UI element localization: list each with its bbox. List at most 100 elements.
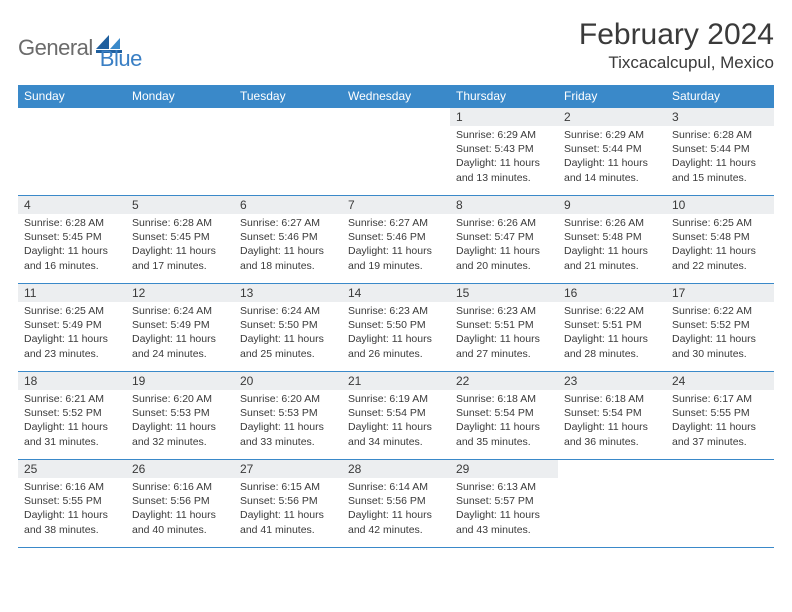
calendar-cell: 28Sunrise: 6:14 AMSunset: 5:56 PMDayligh… [342, 460, 450, 548]
daylight-text: Daylight: 11 hours and 16 minutes. [24, 244, 120, 272]
header: General Blue February 2024 Tixcacalcupul… [18, 18, 774, 73]
day-number: 8 [450, 196, 558, 214]
day-body: Sunrise: 6:15 AMSunset: 5:56 PMDaylight:… [234, 478, 342, 541]
daylight-text: Daylight: 11 hours and 30 minutes. [672, 332, 768, 360]
calendar-cell: 15Sunrise: 6:23 AMSunset: 5:51 PMDayligh… [450, 284, 558, 372]
day-number: 29 [450, 460, 558, 478]
day-body: Sunrise: 6:26 AMSunset: 5:48 PMDaylight:… [558, 214, 666, 277]
day-body: Sunrise: 6:27 AMSunset: 5:46 PMDaylight:… [342, 214, 450, 277]
calendar-cell: 29Sunrise: 6:13 AMSunset: 5:57 PMDayligh… [450, 460, 558, 548]
sunset-text: Sunset: 5:53 PM [132, 406, 228, 420]
day-body: Sunrise: 6:27 AMSunset: 5:46 PMDaylight:… [234, 214, 342, 277]
calendar-cell: 7Sunrise: 6:27 AMSunset: 5:46 PMDaylight… [342, 196, 450, 284]
sunset-text: Sunset: 5:54 PM [564, 406, 660, 420]
sunrise-text: Sunrise: 6:18 AM [456, 392, 552, 406]
sunset-text: Sunset: 5:54 PM [348, 406, 444, 420]
calendar-cell: 17Sunrise: 6:22 AMSunset: 5:52 PMDayligh… [666, 284, 774, 372]
sunrise-text: Sunrise: 6:20 AM [132, 392, 228, 406]
day-body: Sunrise: 6:23 AMSunset: 5:51 PMDaylight:… [450, 302, 558, 365]
day-body [18, 126, 126, 132]
day-number: 7 [342, 196, 450, 214]
day-number: 11 [18, 284, 126, 302]
sunset-text: Sunset: 5:57 PM [456, 494, 552, 508]
sunset-text: Sunset: 5:48 PM [564, 230, 660, 244]
day-body [342, 126, 450, 132]
sunset-text: Sunset: 5:44 PM [564, 142, 660, 156]
day-body: Sunrise: 6:20 AMSunset: 5:53 PMDaylight:… [126, 390, 234, 453]
daylight-text: Daylight: 11 hours and 26 minutes. [348, 332, 444, 360]
sunset-text: Sunset: 5:53 PM [240, 406, 336, 420]
sunset-text: Sunset: 5:50 PM [240, 318, 336, 332]
calendar-page: General Blue February 2024 Tixcacalcupul… [0, 0, 792, 612]
calendar-cell: 18Sunrise: 6:21 AMSunset: 5:52 PMDayligh… [18, 372, 126, 460]
sunrise-text: Sunrise: 6:21 AM [24, 392, 120, 406]
daylight-text: Daylight: 11 hours and 41 minutes. [240, 508, 336, 536]
sunrise-text: Sunrise: 6:18 AM [564, 392, 660, 406]
sunrise-text: Sunrise: 6:13 AM [456, 480, 552, 494]
daylight-text: Daylight: 11 hours and 25 minutes. [240, 332, 336, 360]
sunset-text: Sunset: 5:46 PM [348, 230, 444, 244]
day-body [558, 478, 666, 484]
brand-logo: General Blue [18, 24, 142, 72]
calendar-body: 1Sunrise: 6:29 AMSunset: 5:43 PMDaylight… [18, 108, 774, 548]
day-number: 12 [126, 284, 234, 302]
day-body: Sunrise: 6:22 AMSunset: 5:52 PMDaylight:… [666, 302, 774, 365]
day-body: Sunrise: 6:14 AMSunset: 5:56 PMDaylight:… [342, 478, 450, 541]
daylight-text: Daylight: 11 hours and 33 minutes. [240, 420, 336, 448]
calendar-cell: 6Sunrise: 6:27 AMSunset: 5:46 PMDaylight… [234, 196, 342, 284]
day-number: 13 [234, 284, 342, 302]
sunrise-text: Sunrise: 6:16 AM [24, 480, 120, 494]
calendar-cell: 13Sunrise: 6:24 AMSunset: 5:50 PMDayligh… [234, 284, 342, 372]
calendar-cell: 19Sunrise: 6:20 AMSunset: 5:53 PMDayligh… [126, 372, 234, 460]
day-body: Sunrise: 6:29 AMSunset: 5:44 PMDaylight:… [558, 126, 666, 189]
sunrise-text: Sunrise: 6:28 AM [24, 216, 120, 230]
day-number: 5 [126, 196, 234, 214]
sunrise-text: Sunrise: 6:23 AM [348, 304, 444, 318]
day-number: 16 [558, 284, 666, 302]
day-number: 3 [666, 108, 774, 126]
sunrise-text: Sunrise: 6:24 AM [240, 304, 336, 318]
weekday-header: Wednesday [342, 85, 450, 108]
calendar-cell: 5 Sunrise: 6:28 AMSunset: 5:45 PMDaylight… [126, 196, 234, 284]
weekday-header: Friday [558, 85, 666, 108]
day-number: 18 [18, 372, 126, 390]
daylight-text: Daylight: 11 hours and 37 minutes. [672, 420, 768, 448]
sunrise-text: Sunrise: 6:28 AM [132, 216, 228, 230]
sunset-text: Sunset: 5:52 PM [672, 318, 768, 332]
day-body: Sunrise: 6:16 AMSunset: 5:56 PMDaylight:… [126, 478, 234, 541]
sunset-text: Sunset: 5:49 PM [24, 318, 120, 332]
daylight-text: Daylight: 11 hours and 27 minutes. [456, 332, 552, 360]
sunrise-text: Sunrise: 6:22 AM [564, 304, 660, 318]
day-body [126, 126, 234, 132]
day-number: 25 [18, 460, 126, 478]
daylight-text: Daylight: 11 hours and 32 minutes. [132, 420, 228, 448]
sunrise-text: Sunrise: 6:23 AM [456, 304, 552, 318]
daylight-text: Daylight: 11 hours and 34 minutes. [348, 420, 444, 448]
weekday-header: Tuesday [234, 85, 342, 108]
day-number [126, 108, 234, 126]
day-number: 21 [342, 372, 450, 390]
calendar-head: Sunday Monday Tuesday Wednesday Thursday… [18, 85, 774, 108]
day-number: 6 [234, 196, 342, 214]
day-number: 26 [126, 460, 234, 478]
sunset-text: Sunset: 5:45 PM [132, 230, 228, 244]
calendar-row: 1Sunrise: 6:29 AMSunset: 5:43 PMDaylight… [18, 108, 774, 196]
calendar-cell: 23Sunrise: 6:18 AMSunset: 5:54 PMDayligh… [558, 372, 666, 460]
sunset-text: Sunset: 5:45 PM [24, 230, 120, 244]
sunset-text: Sunset: 5:55 PM [672, 406, 768, 420]
calendar-cell: 10Sunrise: 6:25 AMSunset: 5:48 PMDayligh… [666, 196, 774, 284]
day-body: Sunrise: 6:16 AMSunset: 5:55 PMDaylight:… [18, 478, 126, 541]
sunrise-text: Sunrise: 6:16 AM [132, 480, 228, 494]
day-body: Sunrise: 6:29 AMSunset: 5:43 PMDaylight:… [450, 126, 558, 189]
weekday-header: Monday [126, 85, 234, 108]
day-body: Sunrise: 6:24 AMSunset: 5:50 PMDaylight:… [234, 302, 342, 365]
sunrise-text: Sunrise: 6:29 AM [564, 128, 660, 142]
sunrise-text: Sunrise: 6:19 AM [348, 392, 444, 406]
day-number [666, 460, 774, 478]
day-number: 1 [450, 108, 558, 126]
calendar-cell: 11Sunrise: 6:25 AMSunset: 5:49 PMDayligh… [18, 284, 126, 372]
page-title: February 2024 [579, 18, 774, 51]
daylight-text: Daylight: 11 hours and 17 minutes. [132, 244, 228, 272]
calendar-cell: 26Sunrise: 6:16 AMSunset: 5:56 PMDayligh… [126, 460, 234, 548]
sunset-text: Sunset: 5:43 PM [456, 142, 552, 156]
